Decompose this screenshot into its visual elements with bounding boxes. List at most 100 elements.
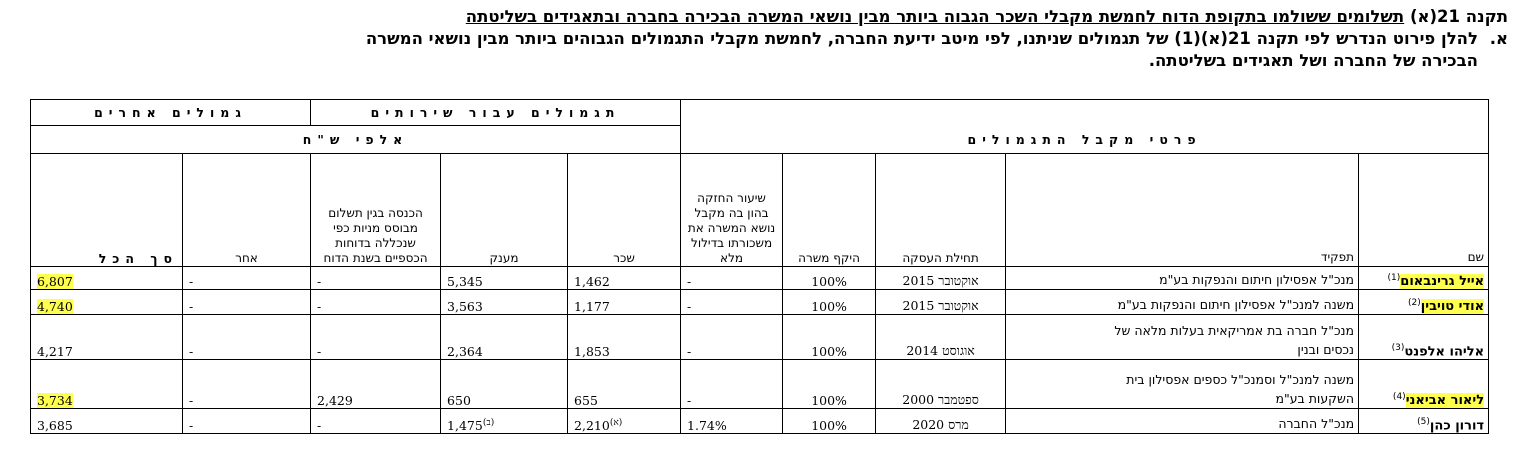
col-header-salary: שכר [567,153,682,267]
document-header: תקנה 21(א) תשלומים ששולמו בתקופת הדוח לח… [20,6,1508,72]
col-header-scope: היקף משרה [782,153,877,267]
total-cell: 6,807 [29,266,184,290]
table-row: ליאור אביאני(4) משנה למנכ"ל וסמנכ"ל כספי… [29,359,1490,409]
regulation-heading: תשלומים ששולמו בתקופת הדוח לחמשת מקבלי ה… [465,7,1405,26]
start-date-cell: ספטמבר 2000 [875,359,1007,409]
col-header-other: אחר [182,153,312,267]
other-cell: - [182,289,312,315]
name-text: אליהו אלפנט [1404,344,1485,359]
footnote-ref: (5) [1417,416,1430,427]
section-letter: א. [1489,29,1508,48]
col-header-share-income: הכנסה בגין תשלום מבוסס מניות כפי שנכללה … [310,153,442,267]
grant-cell: 3,563 [440,289,569,315]
role-text-line1: משנה למנכ"ל וסמנכ"ל כספים אפסילון בית [1126,372,1355,387]
intro-paragraph: א. להלן פירוט הנדרש לפי תקנה 21(א)(1) של… [20,28,1508,50]
other-cell: - [182,359,312,409]
scope-cell: 100% [782,408,877,434]
recipient-name: אייל גרינבאום(1) [1358,266,1490,290]
regulation-number: תקנה 21(א) [1404,7,1508,26]
role-text-line2: השקעות בע"מ [1275,391,1355,406]
role-cell: מנכ"ל חברה בת אמריקאית בעלות מלאה של נכסי… [1005,314,1360,360]
salary-cell: 1,462 [567,266,682,290]
footnote-ref: (1) [1387,272,1401,283]
share-income-cell: - [310,314,442,360]
other-cell: - [182,266,312,290]
footnote-ref: (3) [1391,342,1405,353]
total-value: 3,734 [37,393,73,408]
table-row: אודי טויבין(2) משנה למנכ"ל אפסילון חיתום… [29,289,1490,315]
role-cell: משנה למנכ"ל וסמנכ"ל כספים אפסילון בית השק… [1005,359,1360,409]
name-text: אייל גרינבאום [1400,274,1485,289]
start-date-cell: מרס 2020 [875,408,1007,434]
share-income-cell: - [310,408,442,434]
total-cell: 3,734 [29,359,184,409]
share-income-cell: 2,429 [310,359,442,409]
holding-cell: - [680,289,784,315]
share-income-cell: - [310,266,442,290]
col-header-grant: מענק [440,153,569,267]
recipient-name: דורון כהן(5) [1358,408,1490,434]
other-cell: - [182,408,312,434]
start-date-cell: אוקטובר 2015 [875,289,1007,315]
role-text: משנה למנכ"ל אפסילון חיתום והנפקות בע"מ [1117,297,1355,312]
role-text-line2: נכסים ובנין [1297,342,1355,357]
total-value: 6,807 [37,274,73,289]
scope-cell: 100% [782,314,877,360]
recipient-name: אודי טויבין(2) [1358,289,1490,315]
holding-cell: - [680,359,784,409]
salary-value: 2,210 [574,418,610,433]
recipient-name: ליאור אביאני(4) [1358,359,1490,409]
name-text: ליאור אביאני [1405,393,1485,408]
salary-cell: 1,177 [567,289,682,315]
salary-cell: 655 [567,359,682,409]
role-cell: מנכ"ל אפסילון חיתום והנפקות בע"מ [1005,266,1360,290]
col-header-total: סך הכל [29,153,184,267]
start-date-cell: אוגוסט 2014 [875,314,1007,360]
grant-cell: 1,475(ב) [440,408,569,434]
table-row: אייל גרינבאום(1) מנכ"ל אפסילון חיתום והנ… [29,266,1490,290]
role-text-line1: מנכ"ל חברה בת אמריקאית בעלות מלאה של [1114,323,1355,338]
grant-cell: 5,345 [440,266,569,290]
holding-cell: - [680,314,784,360]
intro-text-line2: הבכירה של החברה ושל תאגידים בשליטתה. [1148,51,1478,70]
other-cell: - [182,314,312,360]
salary-cell: 1,853 [567,314,682,360]
share-income-cell: - [310,289,442,315]
role-text: מנכ"ל החברה [1278,416,1355,431]
grant-cell: 650 [440,359,569,409]
scope-cell: 100% [782,289,877,315]
intro-text-line1: להלן פירוט הנדרש לפי תקנה 21(א)(1) של תג… [365,29,1478,48]
total-value: 3,685 [37,418,73,433]
footnote-ref: (4) [1392,391,1406,402]
group-services-compensation: תגמולים עבור שירותים [310,99,682,126]
group-recipient-details: פרטי מקבל התגמולים [680,99,1490,154]
total-value: 4,740 [37,299,73,314]
compensation-table: פרטי מקבל התגמולים תגמולים עבור שירותים … [29,99,1490,434]
grant-footnote: (ב) [482,417,495,428]
scope-cell: 100% [782,266,877,290]
col-header-role: תפקיד [1005,153,1360,267]
holding-cell: 1.74% [680,408,784,434]
table-row: אליהו אלפנט(3) מנכ"ל חברה בת אמריקאית בע… [29,314,1490,360]
group-other-compensation: גמולים אחרים [29,99,312,126]
footnote-ref: (2) [1408,297,1421,308]
table-row: דורון כהן(5) מנכ"ל החברה מרס 2020 100% 1… [29,408,1490,434]
grant-value: 1,475 [447,418,483,433]
group-units: אלפי ש"ח [29,125,682,154]
total-cell: 4,740 [29,289,184,315]
start-date-cell: אוקטובר 2015 [875,266,1007,290]
total-cell: 3,685 [29,408,184,434]
col-header-start: תחילת העסקה [875,153,1007,267]
recipient-name: אליהו אלפנט(3) [1358,314,1490,360]
grant-cell: 2,364 [440,314,569,360]
role-text: מנכ"ל אפסילון חיתום והנפקות בע"מ [1159,272,1355,287]
scope-cell: 100% [782,359,877,409]
col-header-holding: שיעור החזקה בהון בה מקבל נושא המשרה את מ… [680,153,784,267]
role-cell: משנה למנכ"ל אפסילון חיתום והנפקות בע"מ [1005,289,1360,315]
holding-cell: - [680,266,784,290]
role-cell: מנכ"ל החברה [1005,408,1360,434]
salary-footnote: (א) [609,417,623,428]
col-header-name: שם [1358,153,1490,267]
salary-cell: 2,210(א) [567,408,682,434]
regulation-title: תקנה 21(א) תשלומים ששולמו בתקופת הדוח לח… [20,6,1508,28]
